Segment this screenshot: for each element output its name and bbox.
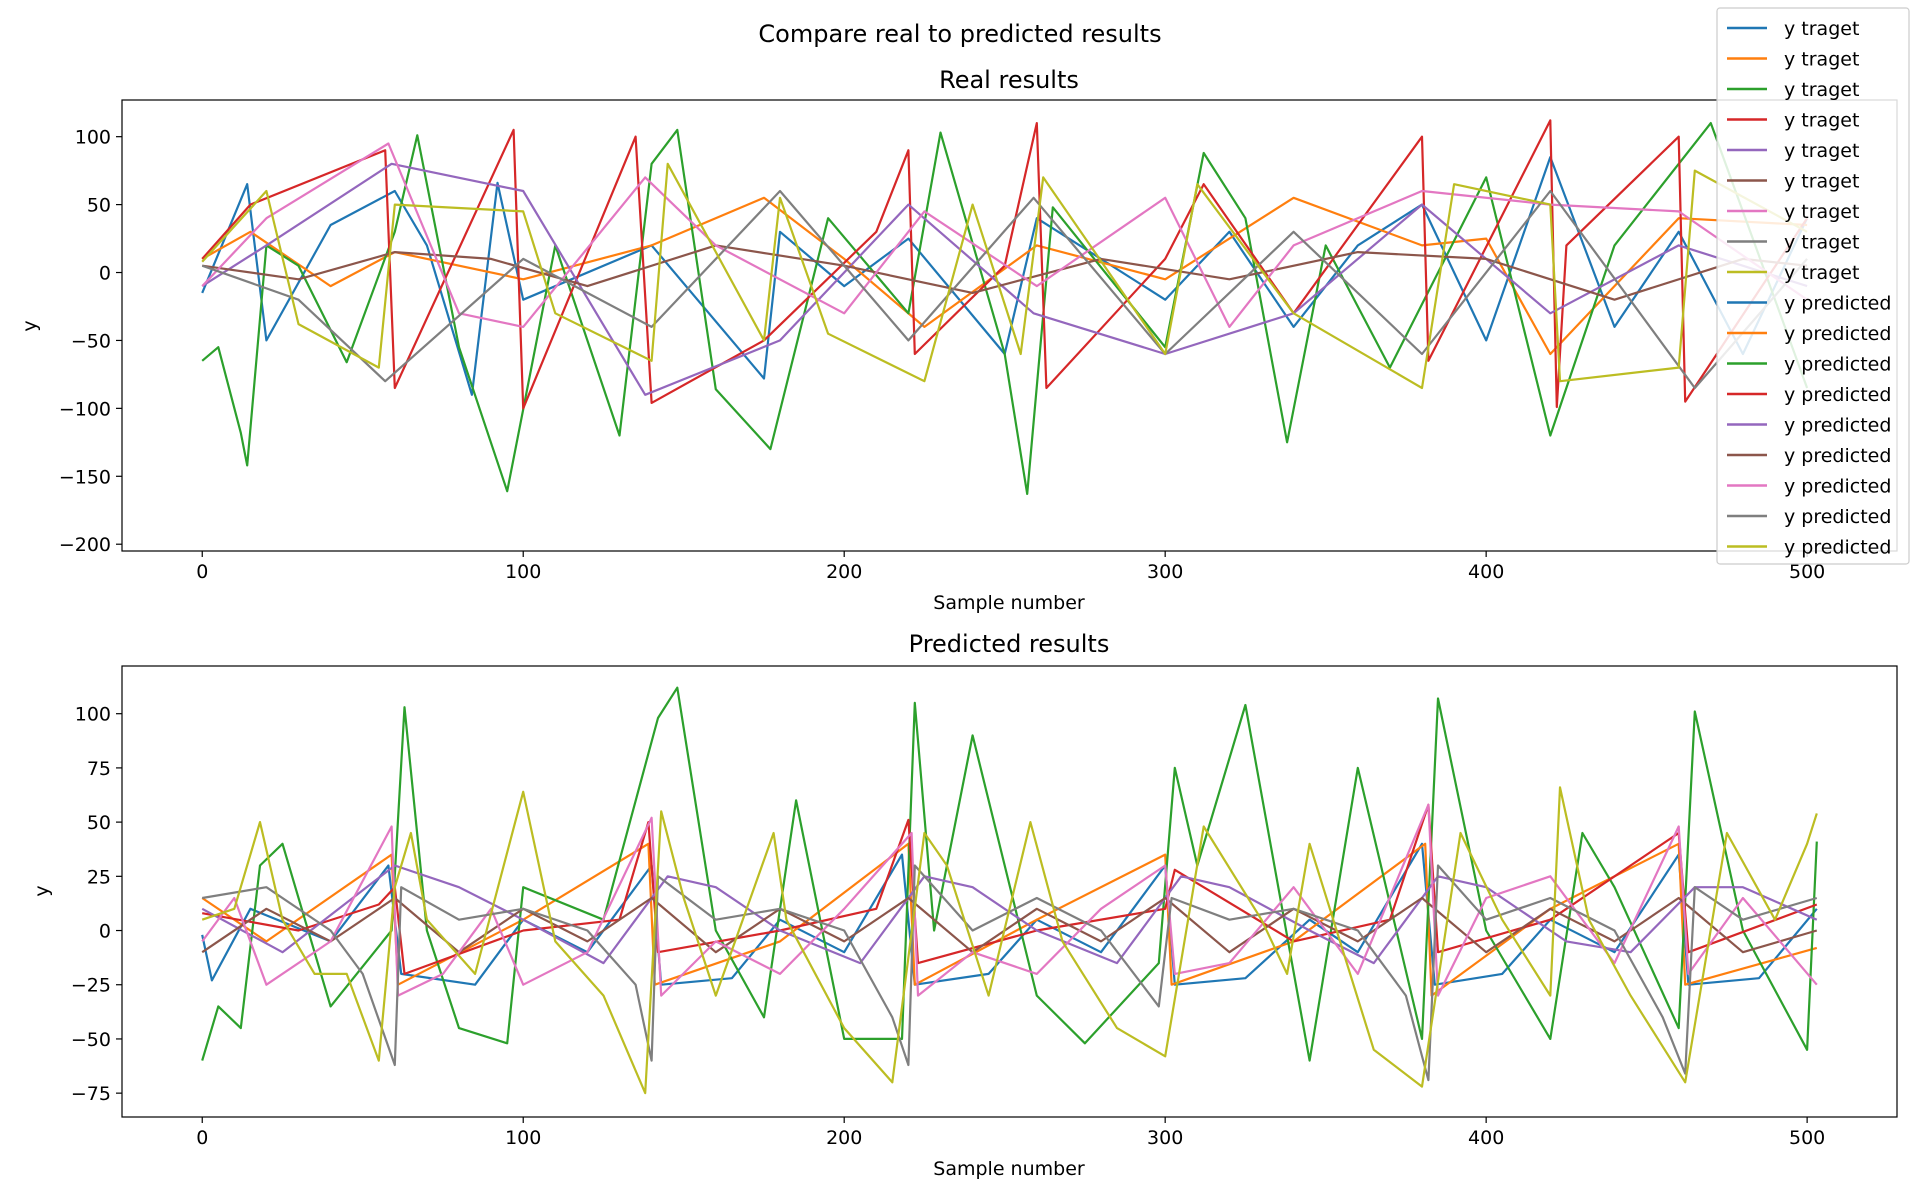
y-tick-label: 0: [99, 921, 111, 943]
x-tick-label: 100: [505, 1127, 541, 1149]
chart-predicted-results: Predicted results 0 100 200 300 400 500100755…: [31, 630, 1898, 1180]
chart-real-frame: [121, 99, 1898, 552]
chart-legend: y traget y traget y traget y traget y traget…: [1716, 7, 1910, 565]
legend-label: y predicted: [1784, 293, 1891, 315]
legend-label: y predicted: [1784, 476, 1891, 498]
chart-real-ylabel: y: [19, 320, 41, 331]
series-line-4: [201, 119, 1809, 410]
y-tick-label: −100: [59, 398, 111, 420]
series-line-9: [201, 162, 1808, 390]
y-tick-label: 100: [75, 127, 111, 149]
series-line-5: [201, 162, 1808, 396]
y-tick-label: −50: [71, 330, 111, 352]
chart-title-predicted: Predicted results: [909, 630, 1110, 658]
x-tick-label: 200: [826, 561, 862, 583]
chart-title-real: Real results: [939, 66, 1079, 94]
x-tick-label: 500: [1789, 1127, 1825, 1149]
x-tick-label: 0: [196, 561, 208, 583]
y-tick-label: −75: [71, 1083, 111, 1105]
legend-label: y traget: [1784, 140, 1859, 162]
legend-label: y predicted: [1784, 445, 1891, 467]
x-tick-label: 400: [1468, 561, 1504, 583]
series-line-7: [201, 142, 1808, 328]
x-tick-label: 500: [1789, 561, 1825, 583]
legend-label: y predicted: [1784, 506, 1891, 528]
y-tick-label: 75: [87, 758, 111, 780]
legend-label: y traget: [1784, 110, 1859, 132]
y-tick-label: 100: [75, 704, 111, 726]
x-tick-label: 100: [505, 561, 541, 583]
legend-label: y predicted: [1784, 415, 1891, 437]
chart-real-xlabel: Sample number: [933, 592, 1085, 614]
chart-predicted-lines: [201, 686, 1818, 1095]
chart-predicted-ylabel: y: [31, 885, 53, 896]
chart-real-results: Real results 0 100 200 300 400 500100500−50−1…: [19, 66, 1898, 614]
figure-title: Compare real to predicted results: [758, 20, 1161, 48]
series-line-8: [202, 864, 1818, 1082]
series-line-3: [201, 121, 1809, 495]
legend-label: y traget: [1784, 201, 1859, 223]
chart-predicted-xlabel: Sample number: [933, 1158, 1085, 1180]
series-line-5: [201, 864, 1818, 965]
legend-label: y traget: [1784, 171, 1859, 193]
legend-label: y traget: [1784, 79, 1859, 101]
legend-label: y predicted: [1784, 323, 1891, 345]
legend-label: y predicted: [1784, 537, 1891, 559]
series-line-9: [201, 786, 1818, 1095]
legend-label: y traget: [1784, 18, 1859, 40]
y-tick-label: 0: [99, 263, 111, 285]
x-tick-label: 0: [196, 1127, 208, 1149]
series-line-7: [201, 803, 1818, 997]
y-tick-label: 25: [87, 866, 111, 888]
y-tick-label: −50: [71, 1029, 111, 1051]
legend-label: y predicted: [1784, 354, 1891, 376]
x-tick-label: 400: [1468, 1127, 1504, 1149]
chart-real-lines: [201, 119, 1809, 495]
legend-label: y predicted: [1784, 384, 1891, 406]
y-tick-label: 50: [87, 195, 111, 217]
y-tick-label: −150: [59, 466, 111, 488]
legend-label: y traget: [1784, 49, 1859, 71]
series-line-3: [201, 686, 1818, 1062]
chart-predicted-frame: [121, 665, 1898, 1118]
x-tick-label: 300: [1147, 561, 1183, 583]
chart-predicted-ticks: 0 100 200 300 400 500 100 75 50 25 0 −25 −50 −75: [71, 704, 1825, 1149]
x-tick-label: 200: [826, 1127, 862, 1149]
series-line-6: [202, 244, 1808, 301]
y-tick-label: 50: [87, 812, 111, 834]
legend-label: y traget: [1784, 262, 1859, 284]
series-line-1: [201, 842, 1818, 986]
y-tick-label: −200: [59, 534, 111, 556]
x-tick-label: 300: [1147, 1127, 1183, 1149]
series-line-8: [201, 189, 1808, 390]
legend-label: y traget: [1784, 232, 1859, 254]
y-tick-label: −25: [71, 975, 111, 997]
